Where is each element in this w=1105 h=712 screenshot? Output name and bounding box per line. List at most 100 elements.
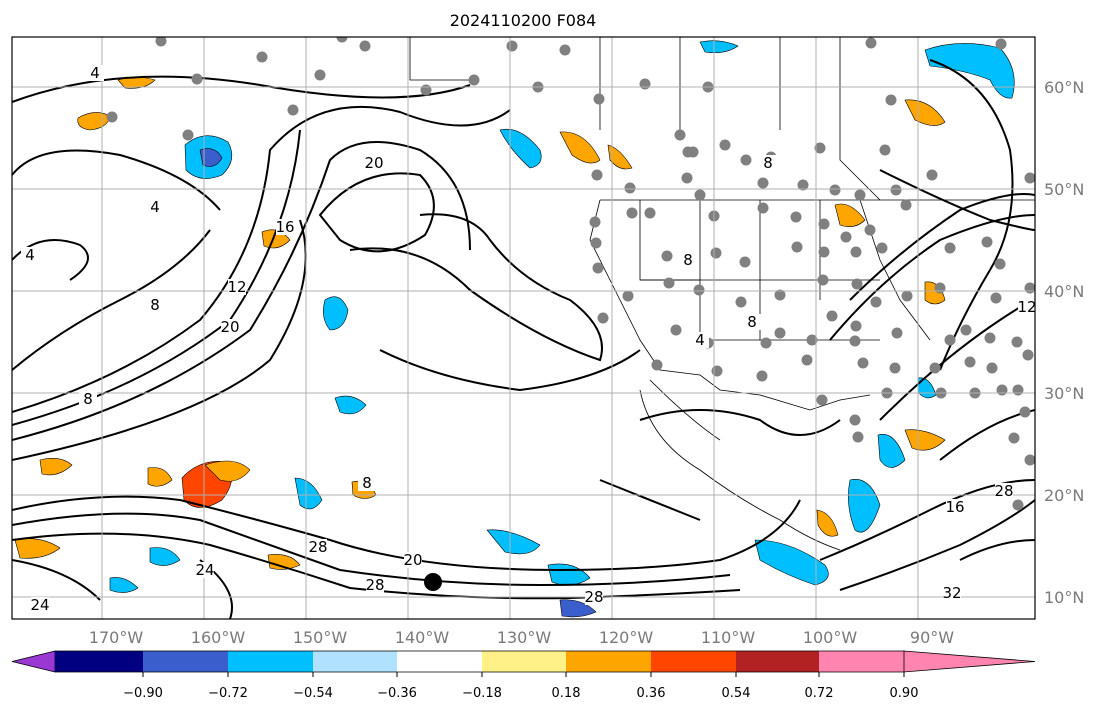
- station-dot: [829, 184, 841, 196]
- contour-label: 8: [763, 154, 773, 172]
- station-dot: [591, 169, 603, 181]
- station-dot: [256, 51, 268, 63]
- station-dot: [791, 241, 803, 253]
- station-dot: [359, 40, 371, 52]
- station-dot: [996, 384, 1008, 396]
- colorbar-segment: [55, 651, 143, 672]
- station-dot: [990, 292, 1002, 304]
- contour-label: 32: [942, 584, 961, 602]
- longitude-label: 100°W: [803, 628, 858, 647]
- shade-blob: [199, 148, 223, 167]
- station-dot: [1024, 454, 1035, 466]
- station-dot: [191, 73, 203, 85]
- contour-label-bg: [196, 562, 214, 578]
- contour-label: 28: [584, 588, 603, 606]
- station-dot: [981, 236, 993, 248]
- contour-label: 8: [83, 390, 93, 408]
- station-dot: [622, 290, 634, 302]
- station-dot: [1008, 432, 1020, 444]
- contour-label-bg: [146, 297, 164, 313]
- contour-label-bg: [759, 155, 777, 171]
- station-dot: [849, 335, 861, 347]
- contour-line: [819, 479, 1035, 561]
- contour-line: [959, 539, 1035, 561]
- contour-line: [12, 105, 511, 413]
- station-dot: [790, 211, 802, 223]
- station-dot: [806, 334, 818, 346]
- border-line: [409, 37, 470, 81]
- contour-label-bg: [585, 589, 603, 605]
- station-dot: [687, 146, 699, 158]
- colorbar-tick-label: 0.72: [805, 686, 834, 701]
- colorbar-tick-label: −0.90: [123, 686, 163, 701]
- shade-blob: [323, 296, 349, 331]
- contour-label-bg: [228, 279, 246, 295]
- station-dot: [929, 362, 941, 374]
- longitude-label: 90°W: [910, 628, 954, 647]
- station-layer: [106, 37, 1035, 511]
- contour-label: 12: [227, 278, 246, 296]
- latitude-axis: 60°N 50°N 40°N 30°N 20°N 10°N: [1044, 78, 1084, 607]
- contour-label: 4: [150, 198, 160, 216]
- shade-blob: [486, 529, 541, 555]
- shade-blob: [149, 547, 181, 566]
- contour-label: 20: [364, 154, 383, 172]
- station-dot: [851, 278, 863, 290]
- station-dot: [740, 154, 752, 166]
- station-dot: [900, 199, 912, 211]
- contour-label: 28: [365, 576, 384, 594]
- station-dot: [889, 362, 901, 374]
- station-dot: [850, 320, 862, 332]
- longitude-label: 130°W: [497, 628, 552, 647]
- latitude-label: 40°N: [1044, 282, 1084, 301]
- station-dot: [901, 290, 913, 302]
- station-dot: [817, 274, 829, 286]
- contour-line: [849, 193, 1035, 301]
- station-dot: [850, 246, 862, 258]
- colorbar-segment: [482, 651, 566, 672]
- station-dot: [1024, 172, 1035, 184]
- colorbar: −0.90 −0.72 −0.54 −0.36 −0.18 0.18 0.36 0.54 0.7…: [11, 650, 1036, 701]
- station-dot: [864, 224, 876, 236]
- colorbar-outline: [55, 650, 904, 673]
- station-dot: [879, 144, 891, 156]
- border-line: [839, 37, 881, 201]
- station-dot: [857, 357, 869, 369]
- station-dot: [891, 327, 903, 339]
- colorbar-tick-label: −0.18: [462, 686, 502, 701]
- colorbar-tick-label: −0.54: [293, 686, 333, 701]
- latitude-label: 10°N: [1044, 588, 1084, 607]
- contour-line: [12, 559, 101, 601]
- contour-label: 8: [362, 474, 372, 492]
- contour-label-bg: [404, 552, 422, 568]
- station-dot: [590, 237, 602, 249]
- contour-line: [12, 532, 741, 600]
- station-dot: [182, 129, 194, 141]
- shade-blob: [848, 478, 881, 533]
- contour-label: 4: [695, 331, 705, 349]
- contour-line: [379, 349, 641, 392]
- contour-line: [599, 479, 701, 521]
- contour-label-bg: [995, 483, 1013, 499]
- contour-label: 28: [308, 538, 327, 556]
- contour-label: 16: [275, 218, 294, 236]
- station-dot: [694, 189, 706, 201]
- colorbar-segment: [313, 651, 397, 672]
- station-dot: [934, 282, 946, 294]
- station-dot: [711, 365, 723, 377]
- contour-label: 20: [220, 318, 239, 336]
- contour-line: [349, 213, 603, 362]
- contour-line: [12, 512, 731, 587]
- station-dot: [1019, 406, 1031, 418]
- station-dot: [674, 129, 686, 141]
- contour-label-bg: [79, 391, 97, 407]
- station-dot: [651, 359, 663, 371]
- station-dot: [757, 177, 769, 189]
- station-dot: [816, 394, 828, 406]
- contour-label-bg: [21, 247, 39, 263]
- station-dot: [944, 334, 956, 346]
- station-dot: [986, 362, 998, 374]
- contour-line: [12, 239, 89, 281]
- station-dot: [719, 139, 731, 151]
